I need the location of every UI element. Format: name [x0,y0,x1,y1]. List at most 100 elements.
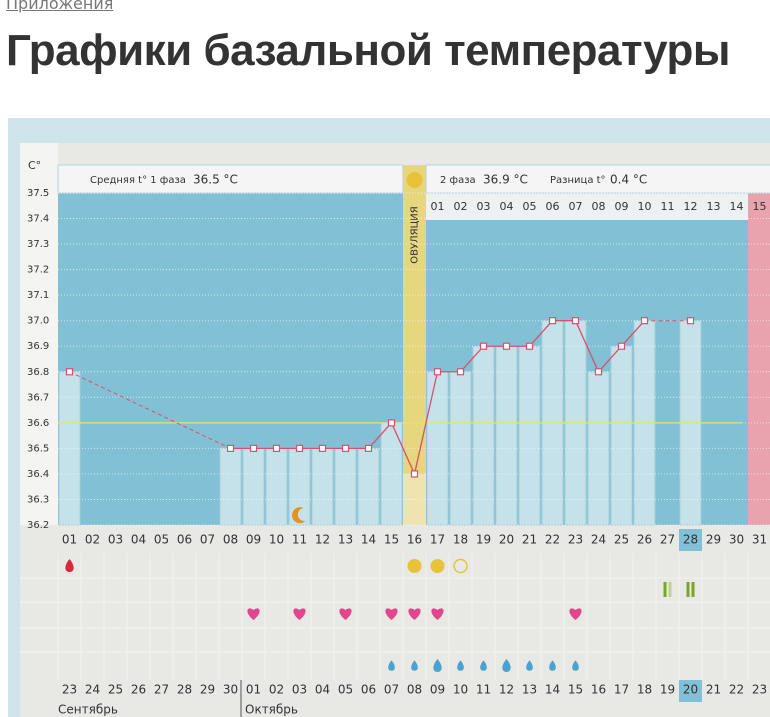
phase-day-label: 09 [615,200,629,213]
calendar-date: 17 [614,683,629,697]
heart-icon [247,608,260,620]
day-bar [242,447,265,526]
x-tick-label: 20 [499,533,514,547]
luteal-end-cell [748,193,770,220]
luteal-end-bg [748,220,770,525]
ovulation-icon [406,172,423,188]
calendar-date: 04 [315,683,330,697]
x-tick-label: 30 [729,533,744,547]
calendar-date: 05 [338,683,353,697]
temperature-marker [617,342,626,350]
drop-icon [457,660,464,671]
phase-day-label: 04 [500,200,514,213]
x-tick-label: 26 [637,533,652,547]
calendar-date: 03 [292,683,307,697]
temperature-marker [640,317,649,325]
calendar-date: 16 [591,683,606,697]
x-tick-label: 16 [407,533,422,547]
phase2-day-row [426,193,770,220]
x-tick-label: 23 [568,533,583,547]
temperature-marker [249,444,258,452]
temperature-marker [410,470,419,478]
calendar-date: 28 [177,683,192,697]
x-tick-label: 29 [706,533,721,547]
phase-day-label: 12 [684,200,698,213]
x-tick-label: 27 [660,533,675,547]
calendar-date: 27 [154,683,169,697]
ovulation-test-icon [453,558,468,574]
day-bar [357,447,380,526]
heart-icon [408,608,421,620]
calendar-date: 20 [683,683,698,697]
temperature-marker [594,368,603,376]
y-tick-label: 36.9 [27,341,49,352]
x-tick-label: 04 [131,533,146,547]
phase-day-label: 08 [592,200,606,213]
temperature-marker [571,317,580,325]
x-tick-label: 09 [246,533,261,547]
y-tick-label: 36.8 [27,367,49,378]
drop-icon [549,660,556,671]
header-strip [425,164,770,194]
calendar-date: 07 [384,683,399,697]
x-tick-label: 19 [476,533,491,547]
y-tick-label: 37.2 [27,265,49,276]
axis-area [20,143,58,525]
heart-icon [431,608,444,620]
x-tick-label: 01 [62,533,77,547]
day-bar [288,447,311,526]
phase-day-label: 10 [638,200,652,213]
test-icon [691,582,695,597]
drop-icon [411,660,418,671]
y-tick-label: 36.6 [27,418,49,429]
heart-icon [293,608,306,620]
calendar-date: 01 [246,683,261,697]
temperature-marker [341,444,350,452]
phase-day-label: 05 [523,200,537,213]
phase-day-label: 11 [661,200,675,213]
temperature-marker [364,444,373,452]
ovulation-label: ОВУЛЯЦИЯ [410,206,421,264]
x-tick-label: 11 [292,533,307,547]
x-tick-label: 21 [522,533,537,547]
x-tick-label: 24 [591,533,606,547]
calendar-date: 21 [706,683,721,697]
ovulation-bg-lower [403,473,426,525]
x-tick-label: 05 [154,533,169,547]
drop-icon [388,660,395,671]
ovulation-bg [403,165,426,525]
x-tick-label: 10 [269,533,284,547]
phase-day-label: 01 [431,200,445,213]
x-tick-label: 17 [430,533,445,547]
x-tick-label: 25 [614,533,629,547]
drop-icon [502,659,511,672]
day-bar [265,447,288,526]
test-icon [686,582,690,597]
day-bar [495,345,518,526]
x-tick-label: 02 [85,533,100,547]
calendar-date: 25 [108,683,123,697]
temperature-marker [295,444,304,452]
today-highlight [679,529,702,551]
today-highlight [679,680,702,702]
y-tick-label: 37.1 [27,290,49,301]
x-tick-label: 06 [177,533,192,547]
phase-day-label: 07 [569,200,583,213]
temperature-marker [479,342,488,350]
phase-day-label: 06 [546,200,560,213]
breadcrumb[interactable]: Приложения [6,0,114,13]
calendar-date: 29 [200,683,215,697]
temperature-marker [433,368,442,376]
calendar-date: 26 [131,683,146,697]
header-strip [57,164,404,194]
x-tick-label: 28 [683,533,698,547]
y-tick-label: 37.3 [27,239,49,250]
temperature-marker [318,444,327,452]
x-tick-label: 31 [752,533,767,547]
calendar-date: 08 [407,683,422,697]
y-tick-label: 37.0 [27,316,49,327]
day-bar [334,447,357,526]
temperature-marker [226,444,235,452]
x-tick-label: 14 [361,533,376,547]
